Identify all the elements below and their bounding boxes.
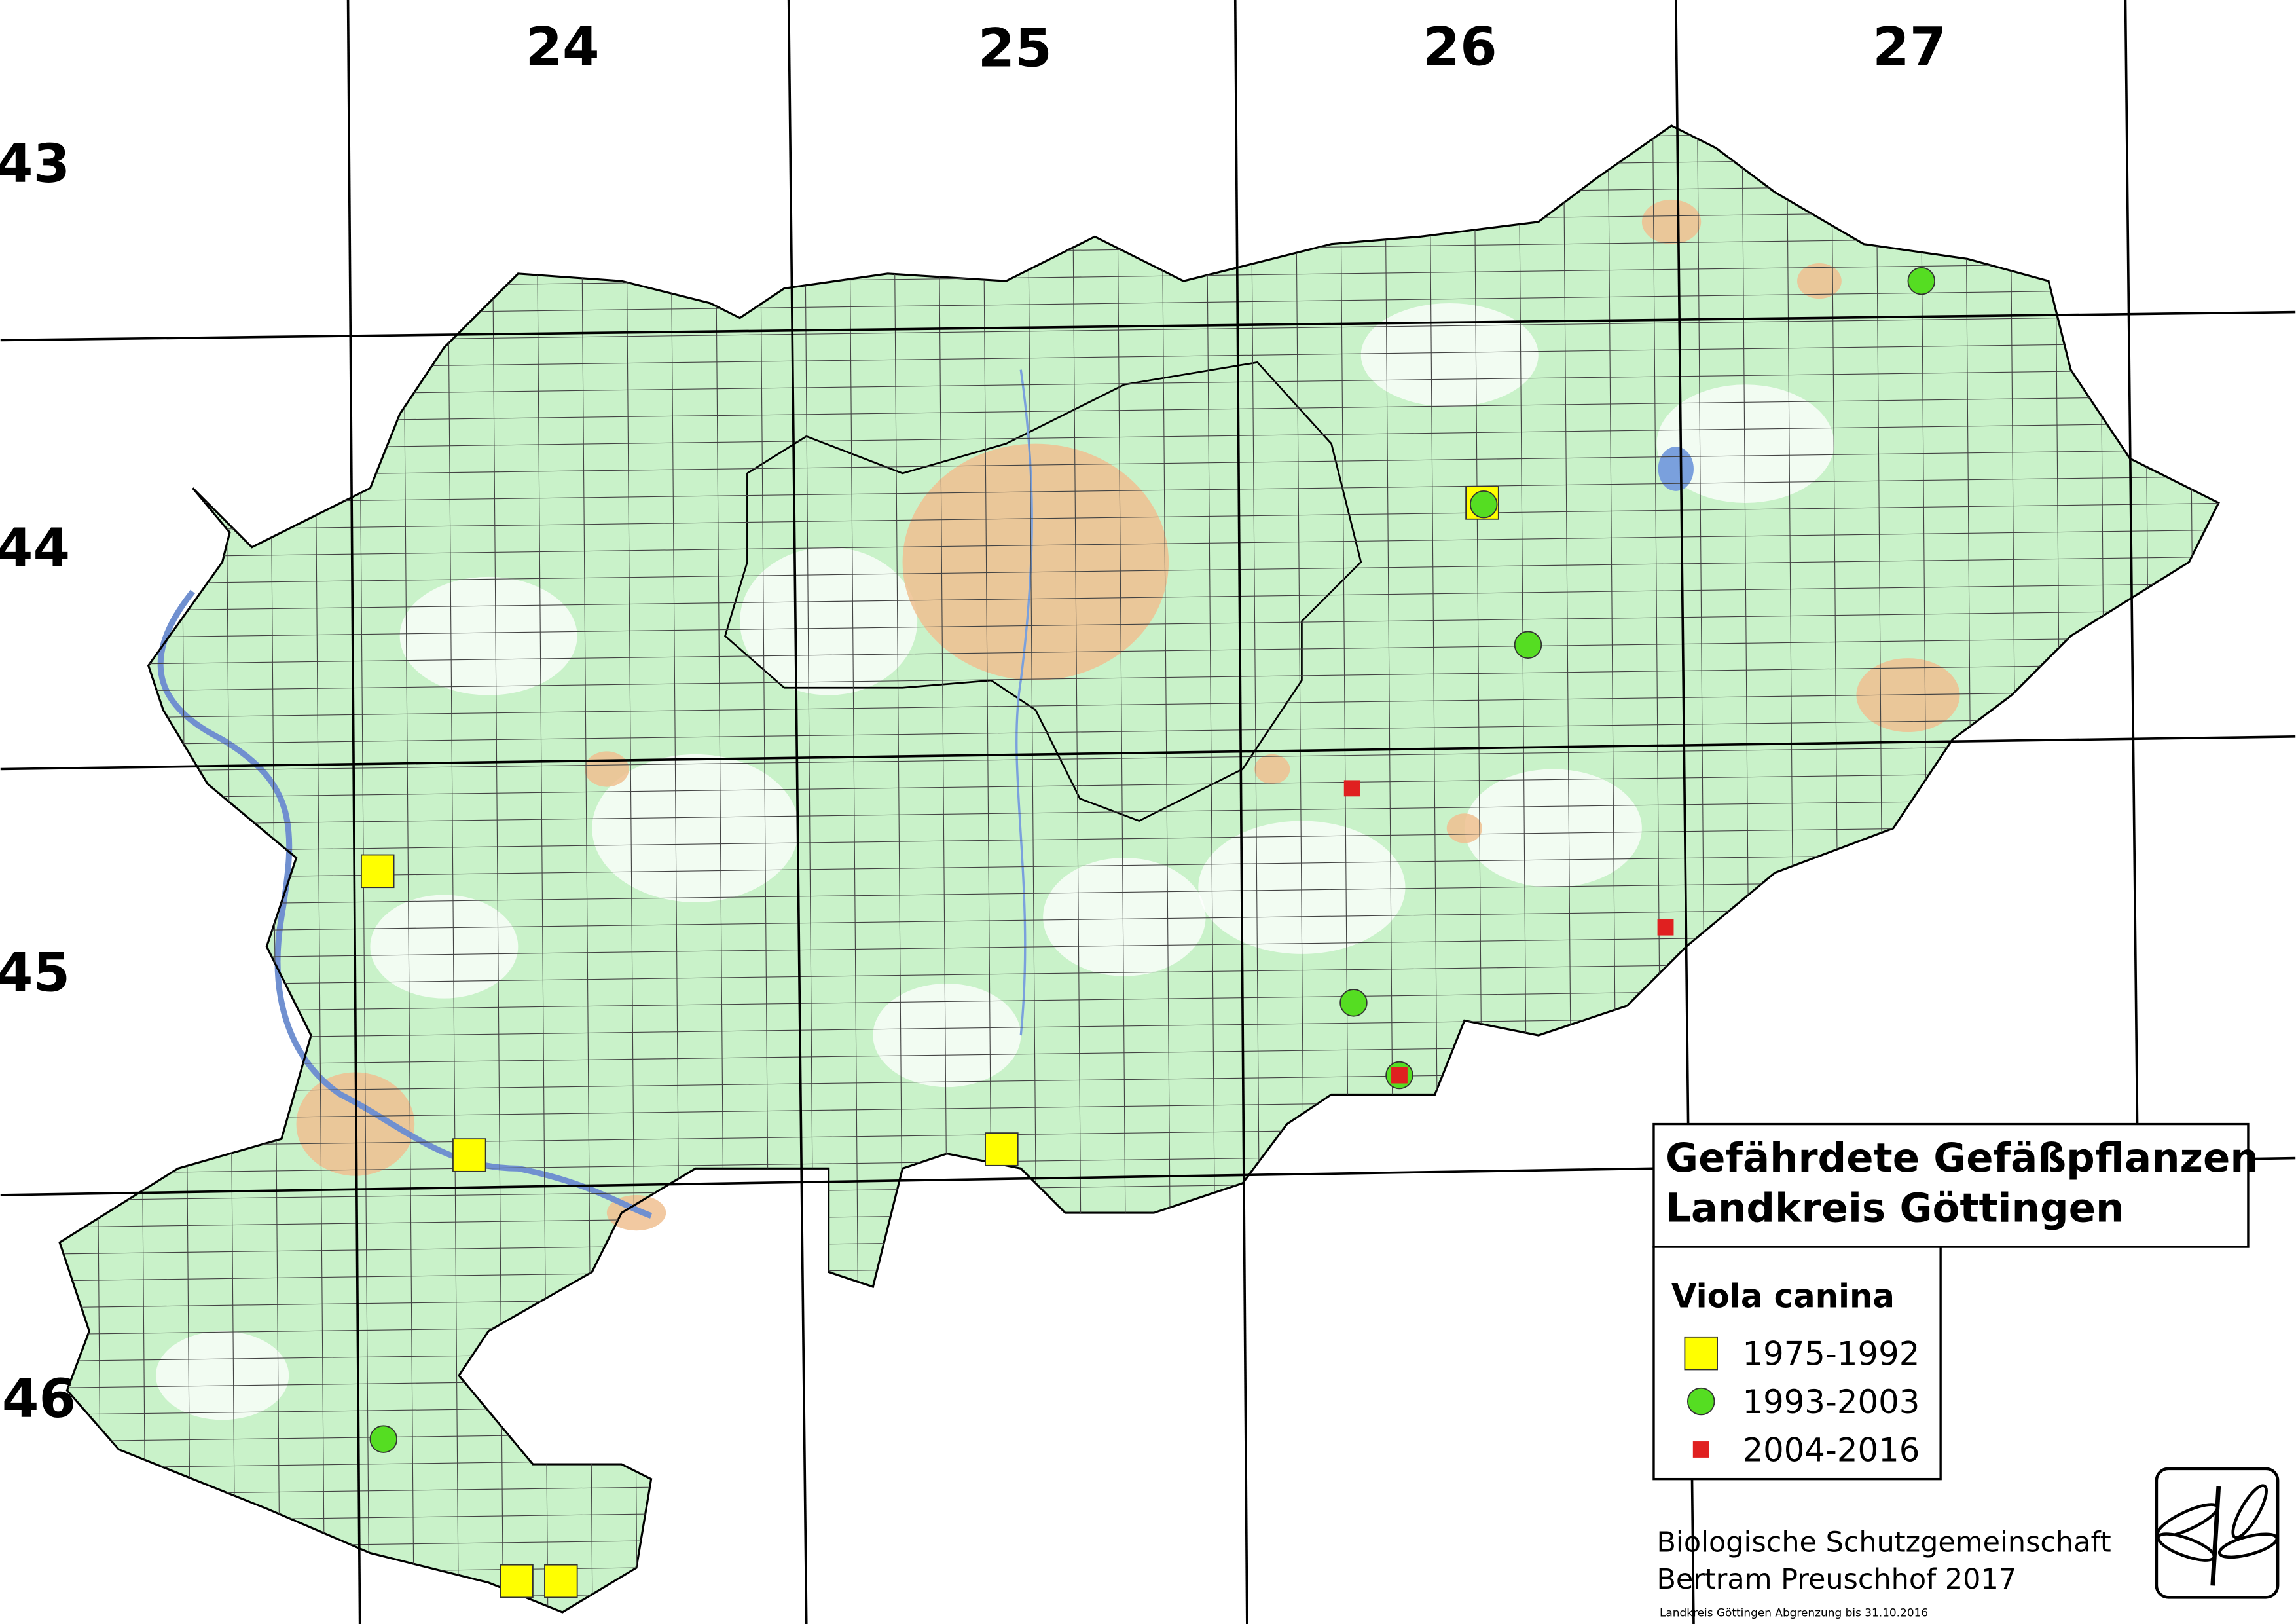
grid-line	[60, 502, 2219, 532]
inner-border	[723, 361, 1362, 822]
title: Landkreis Göttingen	[1666, 1185, 2124, 1232]
grid-line	[60, 528, 2219, 559]
grid-line	[60, 609, 2219, 640]
record-square	[452, 1138, 486, 1172]
grid-line	[60, 716, 2219, 747]
lake	[1658, 447, 1694, 491]
grid-line	[60, 448, 2219, 479]
row-label: 46	[2, 1369, 76, 1430]
grid-line	[60, 635, 2219, 667]
row-label: 43	[0, 134, 70, 195]
logo-wing	[2157, 1532, 2216, 1562]
grid-line	[60, 689, 2219, 720]
open-land	[1360, 303, 1539, 407]
record-small-square	[1343, 780, 1360, 797]
logo-wing	[2217, 1532, 2278, 1559]
sheet-line	[0, 735, 2296, 771]
open-land	[1043, 858, 1206, 976]
settlement	[1446, 813, 1482, 843]
column-label: 24	[526, 16, 600, 78]
sheet-line	[0, 310, 2296, 342]
logo-wing	[2231, 1484, 2268, 1540]
settlement	[902, 443, 1169, 680]
settlement	[1641, 199, 1702, 244]
open-land	[155, 1331, 289, 1420]
settlement	[584, 751, 629, 787]
record-square	[544, 1564, 578, 1598]
grid-line	[60, 662, 2219, 693]
legend: 1975-1992 1993-2003 2004-2016	[1684, 1335, 1920, 1469]
settlement	[1856, 658, 1960, 733]
settlement	[1254, 754, 1290, 784]
record-circle	[369, 1425, 398, 1453]
grid-line	[60, 582, 2219, 613]
logo-body	[2210, 1486, 2221, 1586]
logo	[2155, 1467, 2280, 1599]
legend-label: 2004-2016	[1742, 1431, 1920, 1469]
record-small-square	[1657, 919, 1674, 936]
open-land	[740, 547, 918, 695]
sheet-line	[346, 0, 361, 1624]
open-land	[399, 576, 577, 695]
legend-species: Viola canina	[1671, 1278, 1895, 1316]
records	[360, 267, 1936, 1598]
record-circle	[1907, 267, 1936, 295]
grid-line	[60, 555, 2219, 586]
river	[157, 589, 653, 1219]
record-square	[500, 1564, 534, 1598]
river	[1015, 369, 1033, 1036]
grid-line	[60, 743, 2219, 773]
open-land	[370, 895, 519, 999]
column-label: 26	[1423, 16, 1497, 78]
sheet-line	[1233, 0, 1248, 1624]
row-label: 44	[0, 518, 70, 580]
open-land	[1464, 769, 1642, 888]
open-land	[873, 984, 1021, 1088]
grid-line	[446, 125, 460, 1612]
column-label: 27	[1872, 16, 1946, 78]
note: Landkreis Göttingen Abgrenzung bis 31.10…	[1660, 1606, 1928, 1619]
title-box	[1652, 1122, 2250, 1248]
record-circle	[1469, 490, 1498, 519]
sheet-line	[787, 0, 808, 1624]
row-label: 45	[0, 942, 70, 1004]
legend-label: 1975-1992	[1742, 1335, 1920, 1373]
credit: Biologische Schutzgemeinschaft	[1656, 1526, 2111, 1559]
title: Gefährdete Gefäßpflanzen	[1666, 1135, 2259, 1181]
settlement	[1797, 263, 1842, 299]
logo-wing	[2156, 1503, 2219, 1538]
record-square	[985, 1132, 1019, 1166]
legend-label: 1993-2003	[1742, 1383, 1920, 1421]
record-circle	[1339, 989, 1368, 1017]
record-circle	[1514, 631, 1542, 659]
legend-symbol	[1692, 1441, 1709, 1458]
county-border	[58, 124, 2220, 1614]
grid-line	[60, 769, 2219, 800]
column-label: 25	[978, 18, 1052, 80]
record-square	[360, 854, 395, 889]
legend-symbol	[1684, 1336, 1718, 1371]
legend-symbol	[1687, 1387, 1715, 1416]
grid-line	[60, 475, 2219, 506]
sheet-line	[2124, 0, 2139, 1124]
record-small-square	[1391, 1067, 1408, 1084]
credit: Bertram Preuschhof 2017	[1656, 1563, 2016, 1596]
